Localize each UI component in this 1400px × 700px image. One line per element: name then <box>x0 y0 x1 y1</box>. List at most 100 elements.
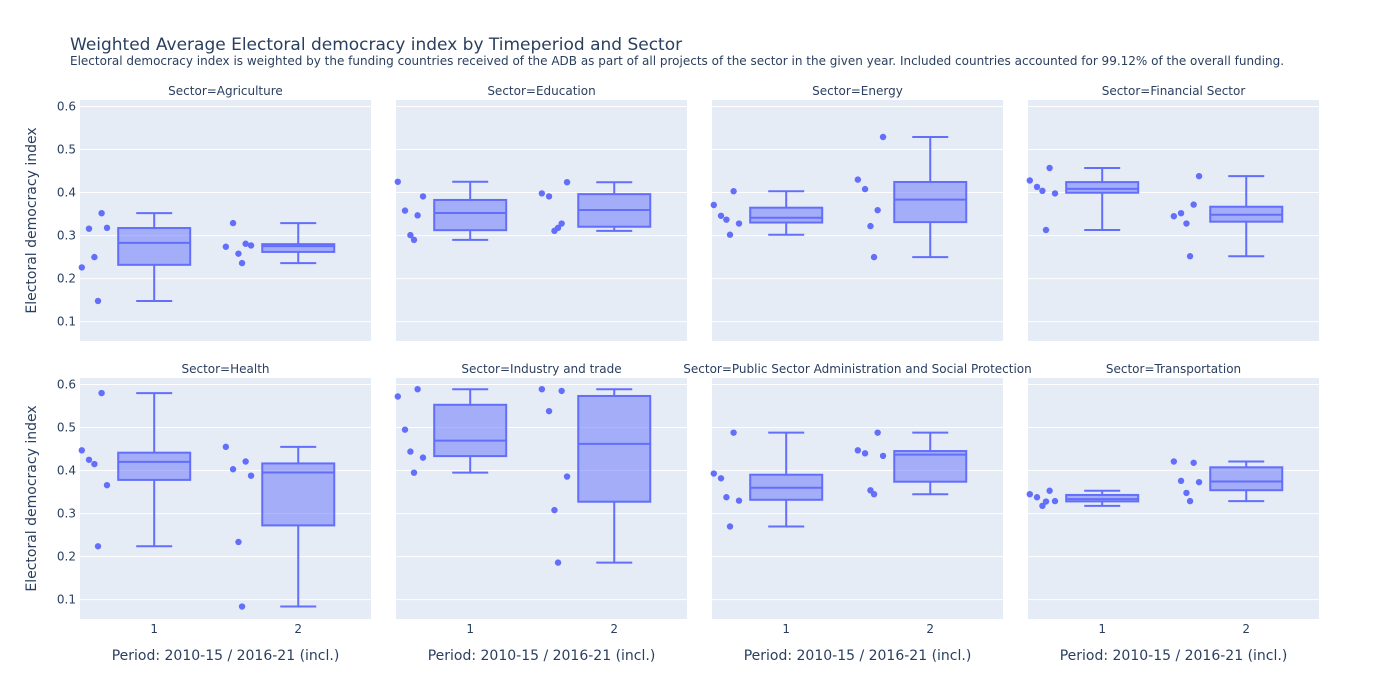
data-point <box>103 224 111 232</box>
data-point <box>730 188 737 195</box>
data-point <box>235 250 242 257</box>
y-axis-title: Electoral democracy index <box>24 127 40 313</box>
data-point <box>94 543 102 550</box>
data-point <box>545 193 553 200</box>
facet-title: Sector=Education <box>487 84 595 98</box>
data-point <box>229 219 237 227</box>
x-axis-title: Period: 2010-15 / 2016-21 (incl.) <box>744 648 972 664</box>
data-point <box>726 231 734 238</box>
x-tick-label: 1 <box>1098 622 1106 636</box>
box <box>117 451 192 481</box>
facet-8: Sector=Transportation 1 2 Period: 2010-15 /… <box>1026 362 1319 664</box>
data-point <box>879 452 887 460</box>
data-point <box>558 387 565 395</box>
box <box>433 403 508 458</box>
y-tick-label: 0.4 <box>57 186 76 200</box>
x-axis-title: Period: 2010-15 / 2016-21 (incl.) <box>428 648 656 664</box>
data-point <box>1046 487 1053 494</box>
data-point <box>1195 172 1203 180</box>
x-tick-label: 2 <box>294 622 302 636</box>
data-point <box>394 393 402 400</box>
data-point <box>103 481 111 489</box>
data-point <box>735 497 743 504</box>
data-point <box>1042 226 1050 234</box>
data-point <box>407 231 414 239</box>
data-point <box>1026 177 1034 184</box>
box <box>1065 181 1140 194</box>
x-tick-label: 2 <box>926 622 934 636</box>
data-point <box>1051 497 1059 505</box>
y-tick-label: 0.6 <box>57 377 76 391</box>
y-tick-label: 0.3 <box>57 229 76 243</box>
facet-title: Sector=Public Sector Administration and … <box>683 362 1031 376</box>
data-point <box>394 178 402 185</box>
data-point <box>235 538 242 546</box>
data-point <box>1170 458 1178 465</box>
facet-6: Sector=Industry and trade 1 2 Period: 2010-… <box>394 362 687 664</box>
x-tick-label: 1 <box>150 622 158 636</box>
y-tick-label: 0.3 <box>57 507 76 521</box>
data-point <box>78 447 86 454</box>
data-point <box>410 236 418 244</box>
x-tick-label: 1 <box>466 622 474 636</box>
data-point <box>874 429 881 436</box>
box <box>893 180 968 224</box>
data-point <box>1033 183 1041 191</box>
data-point <box>1033 494 1041 501</box>
data-point <box>854 447 862 454</box>
data-point <box>726 523 734 530</box>
box <box>1209 466 1284 492</box>
box <box>117 227 192 266</box>
y-tick-label: 0.4 <box>57 464 76 478</box>
data-point <box>1170 212 1178 220</box>
data-point <box>538 190 546 197</box>
data-point <box>1039 187 1046 195</box>
data-point <box>1186 497 1194 505</box>
data-point <box>1183 489 1190 497</box>
data-point <box>85 225 93 232</box>
data-point <box>414 385 421 393</box>
y-tick-label: 0.2 <box>57 550 76 564</box>
facet-1: 0.1 0.2 0.3 0.4 0.5 0.6 Sector=Agriculture Elec… <box>24 84 371 341</box>
data-point <box>94 297 102 305</box>
data-point <box>222 443 230 451</box>
data-point <box>563 473 571 480</box>
data-point <box>91 253 98 261</box>
data-point <box>545 407 553 415</box>
data-point <box>870 490 878 498</box>
box <box>577 394 652 503</box>
data-point <box>407 448 414 455</box>
data-point <box>710 470 718 477</box>
data-point <box>1186 253 1194 260</box>
data-point <box>861 450 869 457</box>
data-point <box>1183 220 1190 227</box>
data-point <box>1195 478 1203 486</box>
facet-title: Sector=Health <box>181 362 269 376</box>
x-tick-label: 1 <box>782 622 790 636</box>
data-point <box>1051 190 1059 197</box>
y-tick-label: 0.2 <box>57 272 76 286</box>
data-point <box>91 460 98 468</box>
x-axis-title: Period: 2010-15 / 2016-21 (incl.) <box>1060 648 1288 664</box>
box <box>749 206 824 224</box>
data-point <box>98 389 105 397</box>
chart-title: Weighted Average Electoral democracy ind… <box>70 35 682 55</box>
data-point <box>1177 477 1185 485</box>
data-point <box>1046 164 1053 172</box>
y-tick-label: 0.5 <box>57 142 76 156</box>
data-point <box>238 259 246 267</box>
data-point <box>98 209 105 217</box>
data-point <box>879 133 887 141</box>
data-point <box>401 426 409 433</box>
box <box>261 243 336 253</box>
data-point <box>554 559 562 566</box>
x-axis-title: Period: 2010-15 / 2016-21 (incl.) <box>112 648 340 664</box>
data-point <box>717 475 725 482</box>
data-point <box>410 469 418 476</box>
data-point <box>238 603 246 610</box>
data-point <box>558 220 565 227</box>
data-point <box>861 185 869 193</box>
data-point <box>247 242 255 249</box>
data-point <box>723 216 730 223</box>
